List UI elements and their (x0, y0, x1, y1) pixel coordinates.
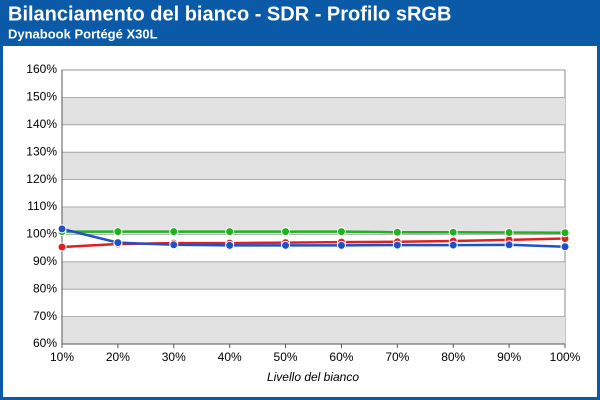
y-tick-label: 70% (33, 309, 57, 323)
grid-band (62, 261, 565, 290)
y-tick-label: 150% (26, 90, 57, 104)
data-point (57, 242, 67, 252)
data-point (281, 240, 291, 250)
x-tick-label: 30% (162, 350, 186, 364)
y-tick-label: 90% (33, 254, 57, 268)
data-point (281, 227, 291, 237)
grid-band (62, 97, 565, 125)
data-point (113, 227, 123, 237)
data-point (448, 240, 458, 250)
x-tick-label: 70% (385, 350, 409, 364)
y-tick-label: 110% (27, 199, 57, 213)
chart-title: Bilanciamento del bianco - SDR - Profilo… (8, 3, 451, 25)
x-tick-label: 40% (218, 350, 242, 364)
data-point (336, 240, 346, 250)
series-line (61, 227, 566, 248)
data-point (57, 224, 67, 234)
data-point (113, 238, 123, 248)
x-tick-label: 50% (274, 350, 298, 364)
y-tick-label: 160% (26, 62, 57, 76)
data-point (169, 227, 179, 237)
x-tick-label: 10% (50, 350, 74, 364)
y-tick-label: 130% (26, 144, 57, 158)
x-axis-label: Livello del bianco (267, 370, 359, 384)
data-point (225, 227, 235, 237)
grid-band (62, 152, 565, 180)
grid-band (62, 207, 565, 235)
y-tick-label: 60% (33, 336, 57, 350)
data-point (560, 228, 570, 238)
y-tick-label: 80% (33, 281, 57, 295)
x-tick-label: 20% (106, 350, 130, 364)
x-tick-label: 60% (329, 350, 353, 364)
data-point (504, 227, 514, 237)
grid-band (62, 316, 565, 344)
chart-subtitle: Dynabook Portégé X30L (8, 26, 158, 41)
x-tick-label: 90% (497, 350, 521, 364)
data-point (448, 227, 458, 237)
x-tick-label: 100% (550, 350, 581, 364)
y-tick-label: 100% (26, 227, 57, 241)
data-point (336, 227, 346, 237)
data-point (560, 242, 570, 252)
data-point (225, 240, 235, 250)
x-tick-label: 80% (441, 350, 465, 364)
data-point (392, 227, 402, 237)
data-point (392, 240, 402, 250)
y-tick-label: 140% (26, 117, 57, 131)
series-line (62, 230, 566, 235)
data-point (504, 240, 514, 250)
y-tick-label: 120% (26, 172, 57, 186)
data-point (169, 240, 179, 250)
